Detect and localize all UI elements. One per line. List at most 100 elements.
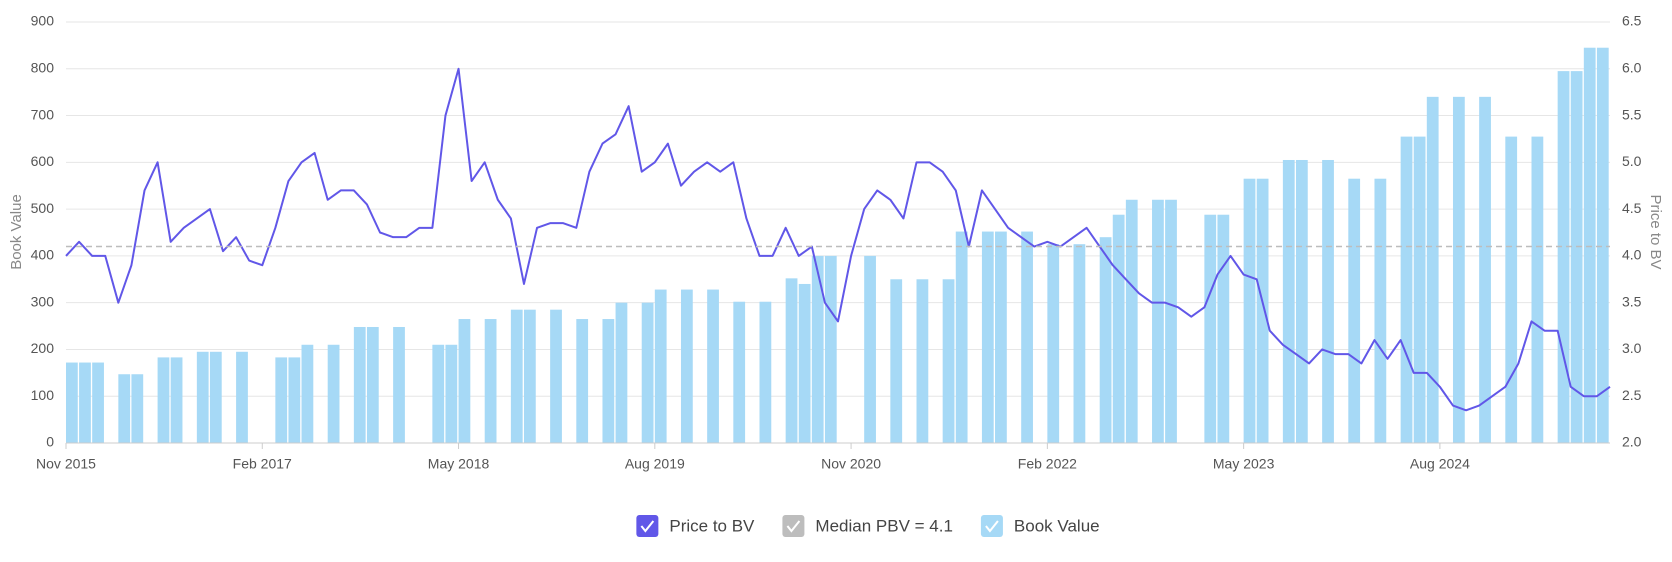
- bar: [1570, 71, 1583, 443]
- bars: [66, 47, 1609, 443]
- y-tick-label: 500: [31, 200, 55, 216]
- legend-check: [640, 520, 655, 533]
- bar: [1348, 178, 1361, 443]
- y2-tick-label: 3.0: [1622, 340, 1642, 356]
- x-tick-label: May 2023: [1213, 456, 1275, 472]
- bar: [1596, 47, 1609, 443]
- y2-tick-label: 2.0: [1622, 434, 1642, 450]
- bar: [1295, 159, 1308, 443]
- bar: [1505, 136, 1518, 443]
- bar: [301, 344, 314, 443]
- y2-tick-label: 3.5: [1622, 293, 1642, 309]
- bar: [1125, 199, 1138, 443]
- axes: 0 100 200 300 400 500 600 700 800 900 2.0 2.5 3.0 3.5…: [31, 13, 1642, 472]
- bar: [92, 362, 104, 443]
- y-tick-label: 900: [31, 13, 55, 29]
- bar: [680, 289, 693, 443]
- bar: [1165, 199, 1177, 443]
- legend-item[interactable]: Book Value: [980, 515, 1100, 537]
- bar: [510, 309, 523, 443]
- y-tick-label: 400: [31, 247, 55, 263]
- legend-label: Median PBV = 4.1: [815, 516, 953, 535]
- bar: [707, 289, 719, 443]
- bar: [916, 279, 929, 443]
- x-tick-label: May 2018: [428, 456, 490, 472]
- bar: [654, 289, 667, 443]
- bar: [1583, 47, 1596, 443]
- bar: [1243, 178, 1256, 443]
- bar: [942, 279, 955, 443]
- bar: [432, 344, 445, 443]
- bar: [733, 301, 746, 443]
- bar: [1073, 244, 1086, 443]
- bar: [209, 351, 222, 443]
- x-tick-label: Nov 2020: [821, 456, 881, 472]
- y-tick-label: 300: [31, 293, 55, 309]
- bar: [1099, 237, 1112, 443]
- legend-item[interactable]: Median PBV = 4.1: [782, 515, 953, 537]
- bar: [484, 319, 497, 443]
- bar: [1452, 96, 1465, 443]
- x-tick-label: Feb 2022: [1018, 456, 1077, 472]
- bar: [445, 344, 458, 443]
- bar: [288, 357, 301, 443]
- bar: [576, 319, 589, 443]
- bar: [1204, 214, 1217, 443]
- y2-tick-label: 4.0: [1622, 247, 1642, 263]
- bar: [824, 255, 837, 443]
- y2-tick-label: 5.0: [1622, 153, 1642, 169]
- bar: [641, 302, 654, 443]
- bar: [458, 319, 471, 443]
- bar: [890, 279, 903, 443]
- bar: [1047, 244, 1060, 443]
- legend-check: [786, 520, 801, 533]
- bar: [118, 374, 131, 443]
- legend-check: [985, 520, 999, 533]
- y2-tick-label: 4.5: [1622, 200, 1642, 216]
- y2-tick-label: 6.5: [1622, 13, 1642, 29]
- bar: [1426, 96, 1439, 443]
- grid: [66, 21, 1610, 444]
- bar: [1374, 178, 1387, 443]
- legend-checkbox: [782, 515, 805, 537]
- y2-axis-title: Price to BV: [1647, 194, 1664, 269]
- bar: [393, 326, 405, 443]
- bar: [66, 362, 78, 443]
- legend-checkbox: [636, 515, 659, 537]
- y2-tick-label: 5.5: [1622, 106, 1642, 122]
- bar: [955, 231, 968, 443]
- bar: [1531, 136, 1544, 443]
- y-tick-label: 700: [31, 106, 55, 122]
- y2-tick-label: 6.0: [1622, 59, 1642, 75]
- bar: [1021, 231, 1033, 443]
- legend: Price to BV Median PBV = 4.1 Book Value: [636, 515, 1100, 537]
- bar: [353, 326, 366, 443]
- x-tick-label: Nov 2015: [36, 456, 96, 472]
- bar: [798, 283, 811, 443]
- x-tick-label: Aug 2024: [1410, 456, 1470, 472]
- bar: [1400, 136, 1413, 443]
- bar: [1322, 159, 1334, 443]
- bar: [1217, 214, 1230, 443]
- price-line: [65, 67, 1611, 412]
- bar: [327, 344, 340, 443]
- y-axis-title: Book Value: [8, 194, 25, 270]
- bar: [759, 301, 772, 443]
- bar: [1557, 71, 1570, 443]
- y-tick-label: 100: [31, 387, 55, 403]
- bar: [275, 357, 288, 443]
- bar: [811, 255, 824, 443]
- bar: [615, 302, 628, 443]
- x-tick-label: Feb 2017: [233, 456, 292, 472]
- y-tick-label: 800: [31, 59, 55, 75]
- bar: [1256, 178, 1269, 443]
- lines: [65, 67, 1611, 412]
- bar: [550, 309, 562, 443]
- bar: [523, 309, 536, 443]
- legend-item[interactable]: Price to BV: [636, 515, 755, 537]
- bar: [196, 351, 209, 443]
- y2-tick-label: 2.5: [1622, 387, 1642, 403]
- bar: [157, 357, 170, 443]
- bar: [1112, 214, 1125, 443]
